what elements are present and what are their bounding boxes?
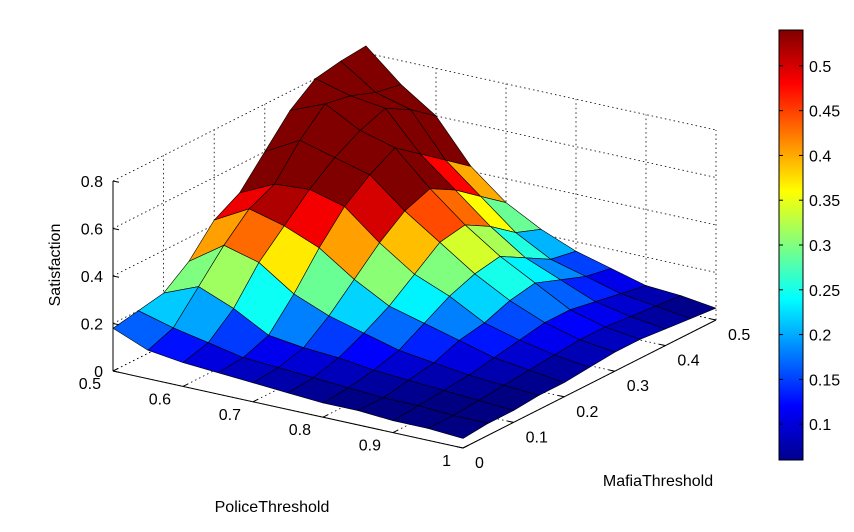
y-tick-mark xyxy=(456,446,464,449)
colorbar-tick-label: 0.5 xyxy=(809,59,831,76)
y-axis-line xyxy=(462,319,717,449)
z-tick-label: 0.8 xyxy=(81,174,103,191)
z-tick-mark xyxy=(112,370,120,373)
z-tick-label: 0.6 xyxy=(81,222,103,239)
y-tick-label: 0.2 xyxy=(576,404,598,421)
x-tick-label: 0.9 xyxy=(359,438,381,455)
z-tick-label: 0.4 xyxy=(81,269,103,286)
y-tick-label: 0.1 xyxy=(526,429,548,446)
x-tick-mark xyxy=(392,429,399,434)
colorbar-tick-label: 0.35 xyxy=(809,193,840,210)
colorbar-tick-label: 0.3 xyxy=(809,238,831,255)
y-tick-mark xyxy=(659,343,666,347)
x-axis-label: PoliceThreshold xyxy=(215,499,330,516)
colorbar-tick-label: 0.4 xyxy=(809,148,831,165)
z-tick-mark xyxy=(112,275,120,278)
y-tick-label: 0.4 xyxy=(677,353,699,370)
colorbar-tick-label: 0.45 xyxy=(809,104,840,121)
surface xyxy=(112,45,717,439)
z-tick-label: 0.2 xyxy=(81,317,103,334)
y-axis-label: MafiaThreshold xyxy=(603,473,713,490)
y-tick-label: 0 xyxy=(475,455,484,472)
z-tick-mark xyxy=(112,228,120,231)
x-tick-label: 0.7 xyxy=(219,407,241,424)
y-tick-mark xyxy=(507,420,514,423)
x-tick-mark xyxy=(252,398,259,403)
y-tick-label: 0.3 xyxy=(627,378,649,395)
z-axis-label: Satisfaction xyxy=(47,224,64,307)
colorbar-ticks: 0.1 0.15 0.2 0.25 0.3 0.35 0.4 0.45 0.5 xyxy=(779,59,840,434)
z-tick-mark xyxy=(112,180,120,183)
y-tick-mark xyxy=(608,369,615,372)
x-tick-label: 0.5 xyxy=(79,376,101,393)
y-tick-mark xyxy=(558,395,565,398)
z-tick-label: 0 xyxy=(94,364,103,381)
x-tick-mark xyxy=(462,445,469,449)
colorbar-tick-label: 0.15 xyxy=(809,372,840,389)
colorbar-tick-label: 0.2 xyxy=(809,328,831,345)
colorbar-tick-label: 0.1 xyxy=(809,417,831,434)
axis-ticks: 0 0.2 0.4 0.6 0.8 0.5 0.6 0.7 0.8 0.9 1 0 0.1 0.2 0.3 0… xyxy=(79,174,751,472)
x-tick-label: 0.8 xyxy=(289,422,311,439)
surface-patch xyxy=(427,415,489,439)
colorbar-tick-label: 0.25 xyxy=(809,283,840,300)
y-tick-mark xyxy=(709,318,717,321)
colorbar: 0.1 0.15 0.2 0.25 0.3 0.35 0.4 0.45 0.5 xyxy=(778,29,840,461)
x-tick-label: 0.6 xyxy=(149,391,171,408)
x-tick-label: 1 xyxy=(442,453,451,470)
y-tick-label: 0.5 xyxy=(728,327,750,344)
x-tick-mark xyxy=(182,383,189,387)
x-axis-line xyxy=(112,370,464,449)
z-tick-mark xyxy=(112,323,120,326)
x-tick-mark xyxy=(322,414,329,418)
x-tick-mark xyxy=(112,368,119,372)
